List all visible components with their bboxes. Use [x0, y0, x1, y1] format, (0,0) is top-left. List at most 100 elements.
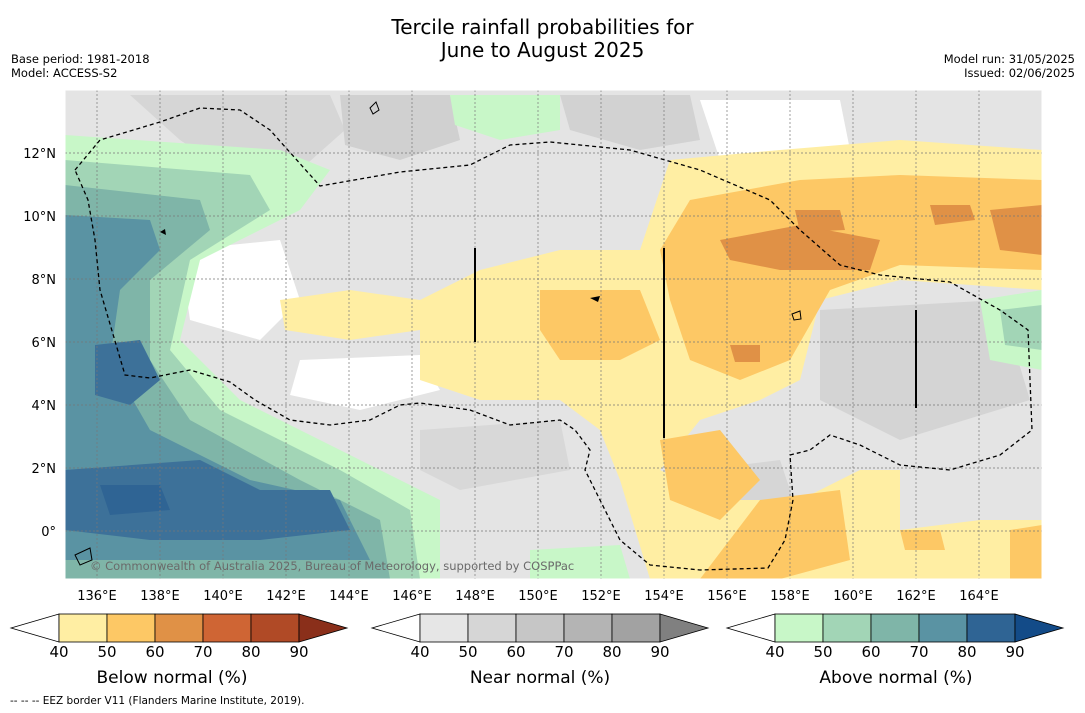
map-title-line1: Tercile rainfall probabilities for [391, 15, 694, 39]
near-normal-colorbar-segment [563, 613, 613, 643]
above-normal-colorbar-lower-triangle [725, 613, 776, 643]
near-normal-colorbar-upper-triangle [659, 613, 710, 643]
above-normal-90-region [100, 485, 170, 515]
above-normal-tick-label: 50 [813, 643, 833, 661]
below-normal-60-region [930, 205, 975, 225]
above-normal-40-region [450, 95, 560, 140]
below-normal-tick-label: 80 [241, 643, 261, 661]
above-normal-40-region [530, 545, 630, 579]
lon-label: 142°E [266, 589, 306, 604]
above-normal-colorbar-segment [822, 613, 872, 643]
island-outline [590, 296, 600, 302]
below-normal-60-region [720, 225, 880, 270]
near-normal-title: Near normal (%) [469, 668, 611, 688]
near-normal-colorbar-segment [611, 613, 661, 643]
above-normal-tick-label: 60 [861, 643, 881, 661]
near-normal-tick-label: 80 [602, 643, 622, 661]
above-normal-colorbar-segment [918, 613, 968, 643]
copyright-notice: © Commonwealth of Australia 2025, Bureau… [90, 559, 575, 573]
below-normal-tick-label: 40 [49, 643, 69, 661]
lat-label: 2°N [32, 462, 57, 477]
lat-axis-labels: 12°N 10°N 8°N 6°N 4°N 2°N 0° [23, 147, 56, 540]
near-normal-tick-label: 90 [650, 643, 670, 661]
above-normal-colorbar-segment [966, 613, 1016, 643]
below-normal-tick-label: 60 [145, 643, 165, 661]
below-normal-50-region [1010, 525, 1042, 579]
island-outline [160, 229, 166, 235]
map-area [65, 90, 1042, 579]
below-normal-60-region [990, 205, 1042, 255]
above-normal-tick-label: 80 [957, 643, 977, 661]
colorbars [9, 613, 1065, 643]
lon-label: 140°E [203, 589, 243, 604]
below-normal-50-region [660, 175, 1042, 380]
lat-label: 4°N [32, 399, 57, 414]
below-normal-colorbar-segment [106, 613, 156, 643]
below-normal-50-region [900, 530, 945, 550]
lon-label: 162°E [896, 589, 936, 604]
lon-label: 136°E [77, 589, 117, 604]
below-normal-title: Below normal (%) [96, 668, 248, 688]
lon-axis-labels: 136°E 138°E 140°E 142°E 144°E 146°E 148°… [77, 589, 999, 604]
below-normal-50-region [700, 490, 850, 579]
below-normal-colorbar-segment [250, 613, 300, 643]
map-title-line2: June to August 2025 [440, 38, 645, 62]
above-normal-50-region [1000, 305, 1042, 350]
near-normal-colorbar-segment [467, 613, 517, 643]
below-normal-50-region [540, 290, 660, 360]
lat-label: 12°N [23, 147, 56, 162]
above-normal-colorbar-segment [870, 613, 920, 643]
lon-label: 164°E [959, 589, 999, 604]
lon-label: 152°E [581, 589, 621, 604]
below-normal-colorbar-segment [154, 613, 204, 643]
below-normal-tick-label: 90 [289, 643, 309, 661]
lon-label: 158°E [770, 589, 810, 604]
model-run: Model run: 31/05/2025 [943, 52, 1075, 66]
meta-right: Model run: 31/05/2025 Issued: 02/06/2025 [944, 52, 1075, 80]
lon-label: 156°E [707, 589, 747, 604]
below-normal-colorbar-lower-triangle [9, 613, 60, 643]
eez-border-line [74, 107, 1033, 571]
above-normal-80-region [65, 460, 350, 540]
lat-label: 8°N [32, 273, 57, 288]
near-normal-tick-label: 60 [506, 643, 526, 661]
island-outline [74, 547, 93, 566]
near-normal-below-40 [290, 355, 440, 410]
near-normal-50-region [560, 95, 700, 150]
below-normal-colorbar-segment [58, 613, 108, 643]
below-normal-40-region [280, 290, 420, 340]
below-normal-colorbar-upper-triangle [298, 613, 349, 643]
lat-label: 6°N [32, 336, 57, 351]
lon-label: 154°E [644, 589, 684, 604]
near-normal-tick-label: 50 [458, 643, 478, 661]
near-normal-colorbar-segment [419, 613, 469, 643]
lat-label: 10°N [23, 210, 56, 225]
below-normal-colorbar-segment [202, 613, 252, 643]
above-normal-tick-label: 40 [765, 643, 785, 661]
above-normal-title: Above normal (%) [819, 668, 973, 688]
map-frame [64, 89, 1043, 580]
near-normal-below-40 [700, 100, 850, 160]
near-normal-below-40 [180, 240, 300, 340]
lat-label: 0° [41, 525, 56, 540]
above-normal-colorbar-segment [774, 613, 824, 643]
near-normal-colorbar-segment [515, 613, 565, 643]
below-normal-tick-label: 70 [193, 643, 213, 661]
below-normal-tick-label: 50 [97, 643, 117, 661]
lon-label: 148°E [455, 589, 495, 604]
lon-label: 138°E [140, 589, 180, 604]
lon-label: 150°E [518, 589, 558, 604]
near-normal-colorbar-lower-triangle [370, 613, 421, 643]
above-normal-80-region [95, 340, 160, 405]
near-normal-50-region [420, 420, 570, 490]
base-period: Base period: 1981-2018 [11, 52, 150, 66]
issued-date: Issued: 02/06/2025 [964, 66, 1075, 80]
model-name: Model: ACCESS-S2 [11, 66, 118, 80]
near-normal-tick-label: 70 [554, 643, 574, 661]
near-normal-50-region [340, 95, 460, 160]
island-outline [791, 310, 802, 321]
below-normal-50-region [660, 430, 760, 520]
lon-label: 144°E [329, 589, 369, 604]
eez-footnote: -- -- -- EEZ border V11 (Flanders Marine… [10, 695, 305, 707]
